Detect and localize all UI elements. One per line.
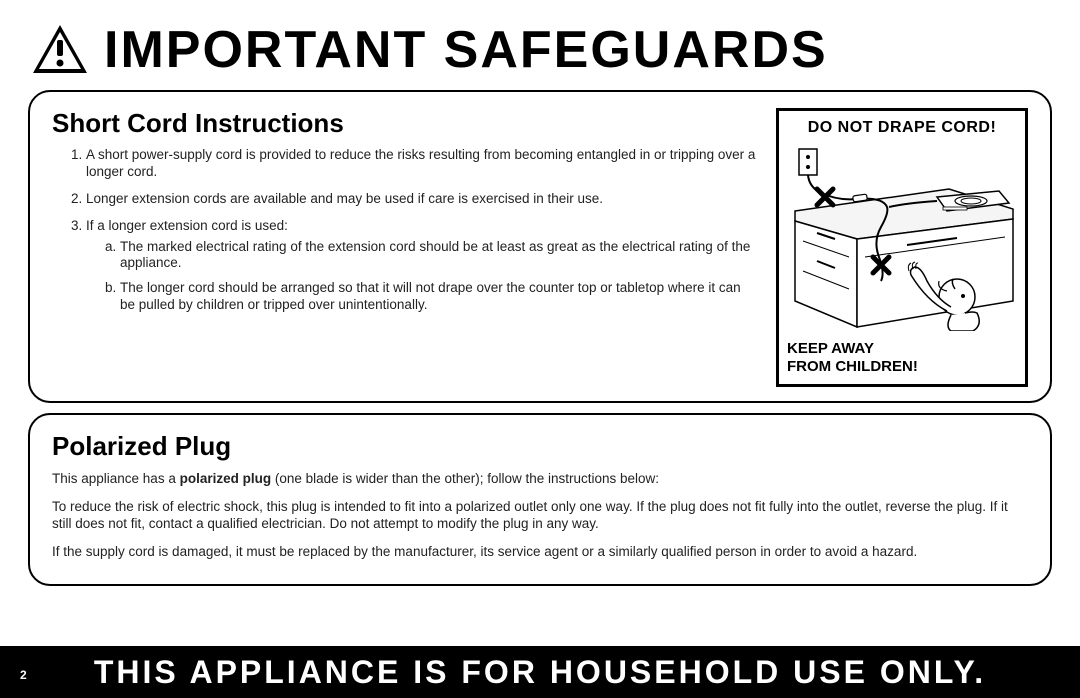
list-item-text: If a longer extension cord is used: (86, 218, 288, 233)
title-row: IMPORTANT SAFEGUARDS (28, 20, 1052, 80)
p1-bold: polarized plug (180, 471, 272, 486)
polarized-plug-panel: Polarized Plug This appliance has a pola… (28, 413, 1052, 586)
warning-box-bottom-text: KEEP AWAY FROM CHILDREN! (787, 340, 1017, 376)
list-item: If a longer extension cord is used: The … (86, 218, 758, 314)
list-item: A short power-supply cord is provided to… (86, 147, 758, 181)
short-cord-sublist: The marked electrical rating of the exte… (86, 239, 758, 315)
polarized-plug-heading: Polarized Plug (52, 431, 1028, 462)
keep-away-line2: FROM CHILDREN! (787, 358, 918, 375)
warning-box-top-text: DO NOT DRAPE CORD! (787, 119, 1017, 137)
page-title: IMPORTANT SAFEGUARDS (104, 20, 828, 80)
list-item: Longer extension cords are available and… (86, 191, 758, 208)
sublist-item: The marked electrical rating of the exte… (120, 239, 758, 273)
p1-post: (one blade is wider than the other); fol… (271, 471, 659, 486)
p1-pre: This appliance has a (52, 471, 180, 486)
keep-away-line1: KEEP AWAY (787, 340, 874, 357)
polarized-intro: This appliance has a polarized plug (one… (52, 470, 1028, 488)
cord-child-illustration (787, 141, 1017, 336)
footer-bar: 2 THIS APPLIANCE IS FOR HOUSEHOLD USE ON… (0, 646, 1080, 698)
warning-triangle-icon (30, 23, 90, 77)
polarized-body-2: If the supply cord is damaged, it must b… (52, 543, 1028, 561)
page-number: 2 (20, 668, 27, 682)
footer-text: THIS APPLIANCE IS FOR HOUSEHOLD USE ONLY… (94, 654, 986, 691)
safety-instructions-page: IMPORTANT SAFEGUARDS Short Cord Instruct… (0, 0, 1080, 698)
sublist-item: The longer cord should be arranged so th… (120, 280, 758, 314)
short-cord-heading: Short Cord Instructions (52, 108, 758, 139)
do-not-drape-warning-box: DO NOT DRAPE CORD! (776, 108, 1028, 387)
short-cord-list: A short power-supply cord is provided to… (52, 147, 758, 314)
polarized-body-1: To reduce the risk of electric shock, th… (52, 498, 1028, 533)
short-cord-panel: Short Cord Instructions A short power-su… (28, 90, 1052, 403)
